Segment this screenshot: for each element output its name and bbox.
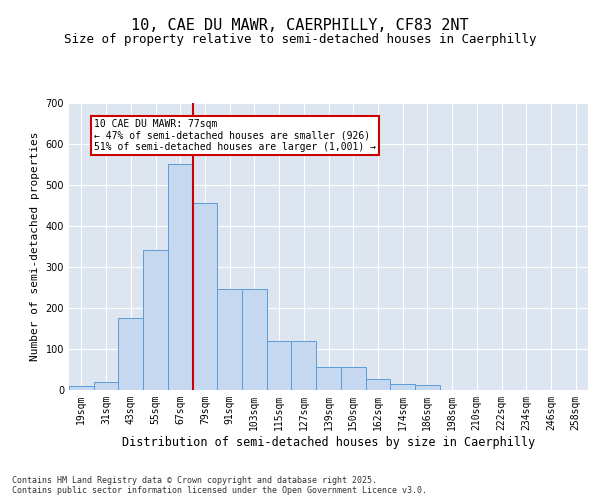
Bar	[316, 368, 341, 390]
Bar	[94, 382, 118, 390]
Y-axis label: Number of semi-detached properties: Number of semi-detached properties	[30, 132, 40, 361]
Bar	[69, 386, 94, 390]
Bar	[267, 340, 292, 390]
Text: 10, CAE DU MAWR, CAERPHILLY, CF83 2NT: 10, CAE DU MAWR, CAERPHILLY, CF83 2NT	[131, 18, 469, 32]
Bar	[390, 384, 415, 390]
Bar	[193, 203, 217, 390]
Bar	[217, 290, 242, 390]
Text: Contains HM Land Registry data © Crown copyright and database right 2025.
Contai: Contains HM Land Registry data © Crown c…	[12, 476, 427, 495]
X-axis label: Distribution of semi-detached houses by size in Caerphilly: Distribution of semi-detached houses by …	[122, 436, 535, 448]
Bar	[118, 318, 143, 390]
Bar	[415, 385, 440, 390]
Bar	[168, 164, 193, 390]
Bar	[242, 290, 267, 390]
Text: 10 CAE DU MAWR: 77sqm
← 47% of semi-detached houses are smaller (926)
51% of sem: 10 CAE DU MAWR: 77sqm ← 47% of semi-deta…	[94, 119, 376, 152]
Bar	[365, 378, 390, 390]
Text: Size of property relative to semi-detached houses in Caerphilly: Size of property relative to semi-detach…	[64, 32, 536, 46]
Bar	[143, 250, 168, 390]
Bar	[341, 368, 365, 390]
Bar	[292, 340, 316, 390]
